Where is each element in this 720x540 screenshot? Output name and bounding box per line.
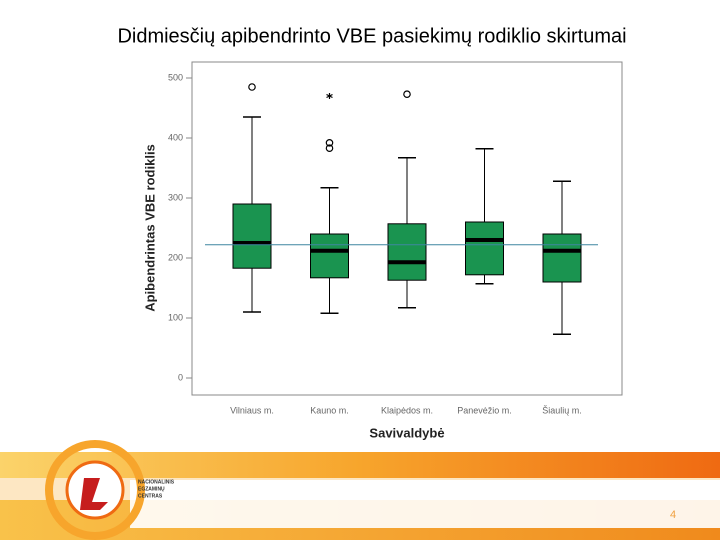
logo-text: NACIONALINIS <box>138 479 175 485</box>
y-tick-label: 200 <box>168 252 183 262</box>
y-tick-label: 0 <box>178 372 183 382</box>
logo-mark <box>80 478 108 510</box>
box <box>387 223 427 281</box>
y-tick-label: 300 <box>168 192 183 202</box>
logo-strip <box>130 480 720 500</box>
x-tick-label: Klaipėdos m. <box>381 405 433 415</box>
x-tick-label: Panevėžio m. <box>457 405 512 415</box>
x-tick-label: Šiaulių m. <box>542 405 582 415</box>
band-top <box>0 452 720 478</box>
x-tick-label: Kauno m. <box>310 405 349 415</box>
box <box>310 233 349 279</box>
logo-text: EGZAMINŲ <box>138 486 165 492</box>
outlier <box>248 83 256 91</box>
y-tick-label: 100 <box>168 312 183 322</box>
chart-title: Didmiesčių apibendrinto VBE pasiekimų ro… <box>117 25 626 47</box>
extreme <box>326 93 333 99</box>
logo-text: CENTRAS <box>138 493 163 499</box>
y-tick-label: 400 <box>168 132 183 142</box>
outlier <box>325 144 334 153</box>
x-axis-label: Savivaldybė <box>369 425 444 440</box>
outlier <box>403 90 411 99</box>
x-tick-label: Vilniaus m. <box>230 405 274 415</box>
outlier <box>325 139 334 147</box>
page-number: 4 <box>670 509 676 521</box>
y-tick-label: 500 <box>168 72 183 82</box>
box <box>465 221 504 276</box>
logo-ring <box>45 440 145 540</box>
y-axis-label: Apibendrintas VBE rodiklis <box>142 144 157 312</box>
logo-strip-2 <box>130 500 720 528</box>
box <box>542 233 582 283</box>
box <box>232 203 272 269</box>
